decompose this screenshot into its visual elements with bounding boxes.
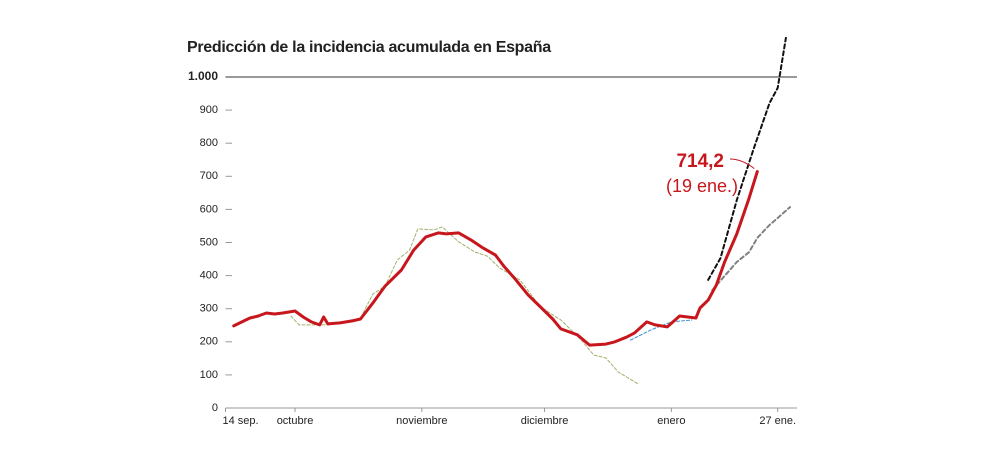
y-tick-label: 700: [200, 170, 218, 182]
y-tick-label: 400: [200, 270, 218, 282]
annotation-value: 714,2: [676, 151, 724, 172]
x-tick-label: diciembre: [521, 415, 569, 427]
annotation-leader: [729, 158, 755, 169]
x-tick-label: octubre: [277, 415, 314, 427]
data-line: [711, 206, 791, 292]
annotation-date: (19 ene.): [666, 176, 738, 196]
y-tick-label: 300: [200, 303, 218, 315]
y-tick-label: 0: [212, 402, 218, 414]
data-line: [707, 36, 787, 281]
x-tick-label: noviembre: [396, 415, 447, 427]
x-tick-label: enero: [657, 415, 685, 427]
y-tick-label: 800: [200, 137, 218, 149]
data-line: [232, 170, 759, 347]
x-tick-label: 27 ene.: [759, 415, 796, 427]
y-tick-label: 600: [200, 203, 218, 215]
y-tick-label: 1.000: [188, 69, 218, 83]
y-tick-label: 100: [200, 369, 218, 381]
y-tick-label: 900: [200, 104, 218, 116]
chart-title: Predicción de la incidencia acumulada en…: [187, 39, 551, 56]
data-line: [630, 319, 693, 341]
data-line: [290, 226, 640, 385]
y-tick-label: 200: [200, 336, 218, 348]
x-tick-label: 14 sep.: [223, 415, 259, 427]
y-tick-label: 500: [200, 236, 218, 248]
